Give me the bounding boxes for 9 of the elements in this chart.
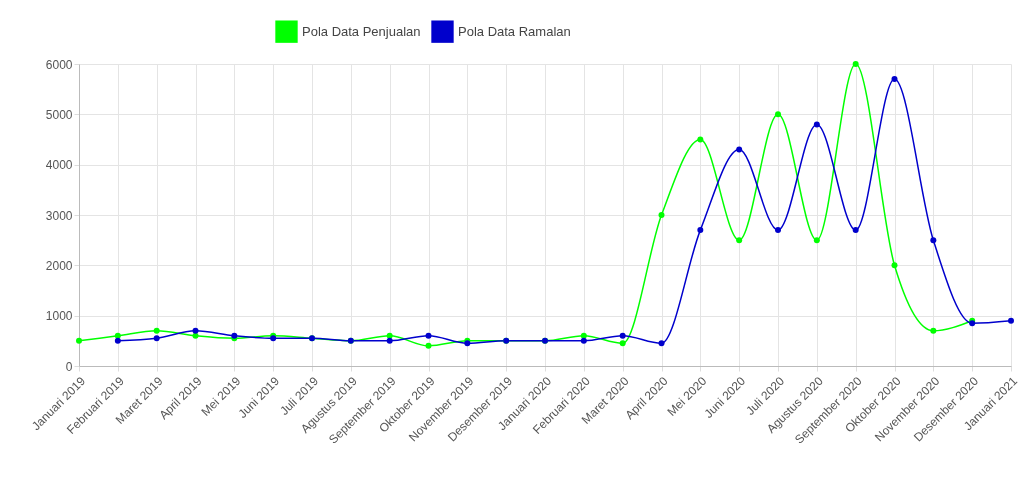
y-tick-label: 5000 (45, 107, 73, 122)
y-tick-label: 6000 (45, 57, 73, 72)
y-tick-label: 0 (65, 359, 73, 374)
y-tick-label: 3000 (45, 208, 73, 223)
legend-label: Pola Data Ramalan (458, 23, 571, 39)
y-tick-label: 4000 (45, 158, 73, 173)
y-tick-label: 1000 (45, 309, 73, 324)
y-tick-label: 2000 (45, 258, 73, 273)
legend-label: Pola Data Penjualan (302, 23, 421, 39)
